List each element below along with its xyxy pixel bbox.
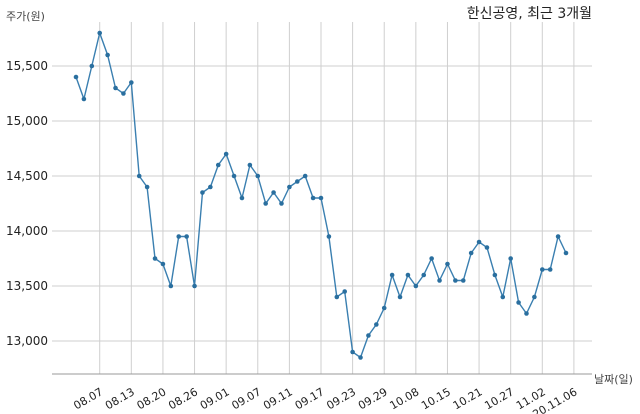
data-point <box>200 190 205 195</box>
data-point <box>81 96 87 102</box>
data-point <box>539 267 545 272</box>
data-point <box>279 201 284 206</box>
data-point <box>453 278 458 283</box>
data-point <box>476 239 482 245</box>
data-point <box>334 294 340 300</box>
data-point <box>89 63 95 69</box>
data-point <box>326 234 332 239</box>
data-point <box>215 162 221 168</box>
data-point <box>460 278 466 283</box>
chart-title: 한신공영, 최근 3개월 <box>467 6 592 22</box>
data-point <box>484 245 490 250</box>
data-point <box>516 300 521 305</box>
data-point <box>381 305 387 311</box>
data-point <box>405 272 411 278</box>
x-tick-label: 09.29 <box>356 385 390 412</box>
y-tick-label: 13,500 <box>6 279 48 293</box>
x-tick-label: 08.07 <box>71 385 105 412</box>
data-point <box>129 80 134 85</box>
data-point <box>413 283 419 289</box>
data-point <box>302 173 308 179</box>
x-tick-label: 10.21 <box>451 385 485 412</box>
x-axis-ticks: 08.0708.1308.2008.2609.0109.0709.1109.17… <box>71 385 579 414</box>
data-point <box>97 30 103 36</box>
data-point <box>532 294 537 300</box>
x-tick-label: 10.27 <box>482 385 516 412</box>
x-tick-label: 08.13 <box>103 385 137 412</box>
data-point <box>287 184 292 190</box>
data-point <box>113 85 118 91</box>
data-point <box>223 151 229 157</box>
data-point <box>73 74 79 80</box>
data-point <box>366 333 371 338</box>
y-tick-label: 15,000 <box>6 114 48 128</box>
data-point <box>184 234 189 239</box>
data-point <box>160 261 166 267</box>
x-tick-label: 09.07 <box>229 385 263 412</box>
data-point <box>318 195 324 201</box>
data-point <box>192 283 197 289</box>
data-point <box>358 355 363 360</box>
y-tick-label: 14,500 <box>6 169 48 183</box>
data-point <box>105 52 110 58</box>
data-point <box>468 250 474 256</box>
x-tick-label: 08.26 <box>166 385 200 412</box>
data-point <box>437 278 442 283</box>
data-point <box>421 272 427 278</box>
y-tick-label: 15,500 <box>6 59 48 73</box>
data-point <box>342 289 348 294</box>
data-point <box>374 322 379 327</box>
y-axis-label: 주가(원) <box>6 10 45 23</box>
data-point <box>176 234 182 239</box>
data-point <box>429 256 434 261</box>
data-point <box>397 294 403 300</box>
x-tick-label: 10.15 <box>419 385 453 412</box>
data-point <box>208 184 213 190</box>
y-tick-label: 14,000 <box>6 224 48 238</box>
data-point <box>144 184 150 190</box>
data-point <box>350 349 355 355</box>
data-point <box>492 272 498 278</box>
data-point <box>294 179 300 184</box>
data-point <box>500 294 506 300</box>
data-point <box>310 195 316 201</box>
data-point <box>255 173 261 179</box>
data-point <box>168 283 174 289</box>
y-tick-label: 13,000 <box>6 334 48 348</box>
data-point <box>136 173 142 179</box>
y-axis-ticks: 13,000 13,500 14,000 14,500 15,000 15,500 <box>6 59 48 348</box>
x-tick-label: 09.11 <box>261 385 295 412</box>
data-point <box>247 162 253 168</box>
x-tick-label: 09.17 <box>293 385 327 412</box>
data-point <box>271 190 276 195</box>
data-point <box>239 195 245 201</box>
data-point <box>121 91 126 96</box>
data-point <box>563 250 569 256</box>
data-point <box>231 173 237 179</box>
data-point <box>389 272 395 278</box>
data-point <box>152 256 158 261</box>
x-tick-label: 09.23 <box>324 385 358 412</box>
data-point <box>524 311 529 316</box>
data-point <box>555 234 561 239</box>
series <box>73 30 569 360</box>
x-axis-label: 날짜(일) <box>594 372 633 386</box>
data-point <box>547 267 553 272</box>
data-point <box>508 256 513 261</box>
data-point <box>445 261 450 267</box>
data-point <box>263 201 268 206</box>
x-tick-label: 09.01 <box>198 385 232 412</box>
x-tick-label: 10.08 <box>388 385 422 412</box>
x-tick-label: 08.20 <box>135 385 169 412</box>
